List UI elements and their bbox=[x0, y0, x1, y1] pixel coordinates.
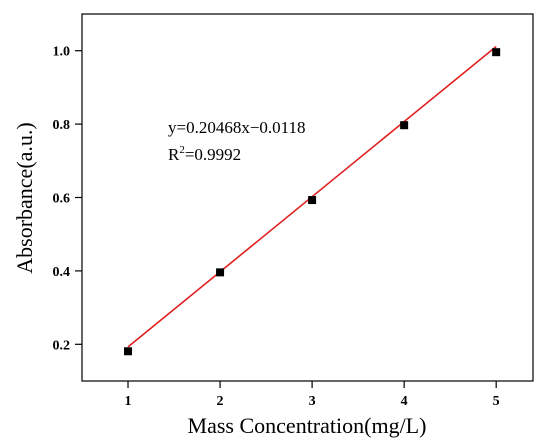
data-points bbox=[124, 48, 500, 355]
r2-prefix: R bbox=[168, 145, 180, 164]
y-tick-label: 0.2 bbox=[53, 338, 71, 353]
r2-annotation: R2=0.9992 bbox=[168, 144, 241, 164]
y-axis-ticks: 0.2 0.4 0.6 0.8 1.0 bbox=[53, 45, 83, 354]
equation-annotation: y=0.20468x−0.0118 bbox=[168, 118, 306, 137]
data-point bbox=[216, 268, 224, 276]
data-point bbox=[492, 48, 500, 56]
y-tick-label: 1.0 bbox=[53, 45, 71, 60]
data-point bbox=[124, 347, 132, 355]
x-tick-label: 2 bbox=[217, 394, 224, 409]
x-tick-label: 3 bbox=[309, 394, 316, 409]
y-tick-label: 0.6 bbox=[53, 192, 71, 207]
data-point bbox=[400, 121, 408, 129]
x-tick-label: 4 bbox=[401, 394, 408, 409]
x-tick-label: 5 bbox=[493, 394, 500, 409]
plot-frame bbox=[82, 14, 533, 381]
r2-value: =0.9992 bbox=[185, 145, 241, 164]
x-tick-label: 1 bbox=[125, 394, 132, 409]
data-point bbox=[308, 196, 316, 204]
y-tick-label: 0.8 bbox=[53, 118, 71, 133]
x-axis-ticks: 1 2 3 4 5 bbox=[125, 381, 500, 409]
y-tick-label: 0.4 bbox=[53, 265, 71, 280]
x-axis-title: Mass Concentration(mg/L) bbox=[188, 413, 427, 438]
y-axis-title: Absorbance(a.u.) bbox=[12, 122, 37, 274]
